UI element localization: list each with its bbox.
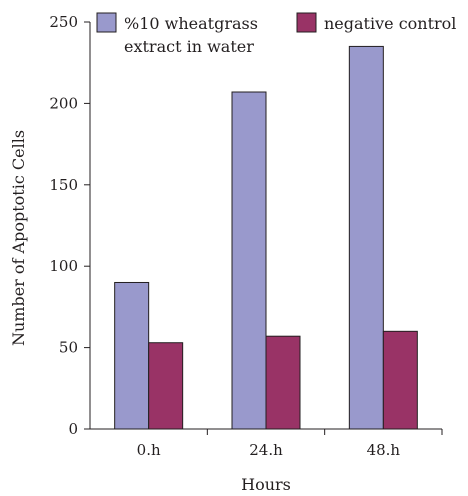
y-tick-label: 150 [49,176,78,194]
bar-negative-control-48h [382,330,418,430]
x-ticks-group: 0.h 24.h 48.h [137,429,443,459]
y-tick-label: 200 [49,94,78,112]
legend-swatch-wheatgrass [96,12,117,33]
x-tick-label: 48.h [367,441,401,459]
y-tick-label: 0 [68,420,78,438]
x-tick-label: 0.h [137,441,161,459]
bar-negative-control-24h [265,335,301,430]
legend-swatch-negative-control [296,12,317,33]
y-tick-label: 100 [49,257,78,275]
legend-label: negative control [324,14,456,33]
bar-wheatgrass-48h [348,45,384,430]
legend: %10 wheatgrass extract in water negative c… [96,12,456,56]
bar-negative-control-0h [148,342,184,430]
x-tick-label: 24.h [249,441,283,459]
y-tick-label: 50 [59,339,78,357]
y-tick-label: 250 [49,13,78,31]
legend-label: %10 wheatgrass [124,14,258,33]
bar-wheatgrass-24h [231,91,267,430]
y-ticks-group: 0 50 100 150 200 250 [49,13,90,438]
x-axis-title: Hours [241,475,291,494]
legend-label: extract in water [124,37,254,56]
bars-group [114,45,418,430]
y-axis-title: Number of Apoptotic Cells [9,130,28,346]
axes-group [89,22,442,430]
bar-wheatgrass-0h [114,281,150,430]
